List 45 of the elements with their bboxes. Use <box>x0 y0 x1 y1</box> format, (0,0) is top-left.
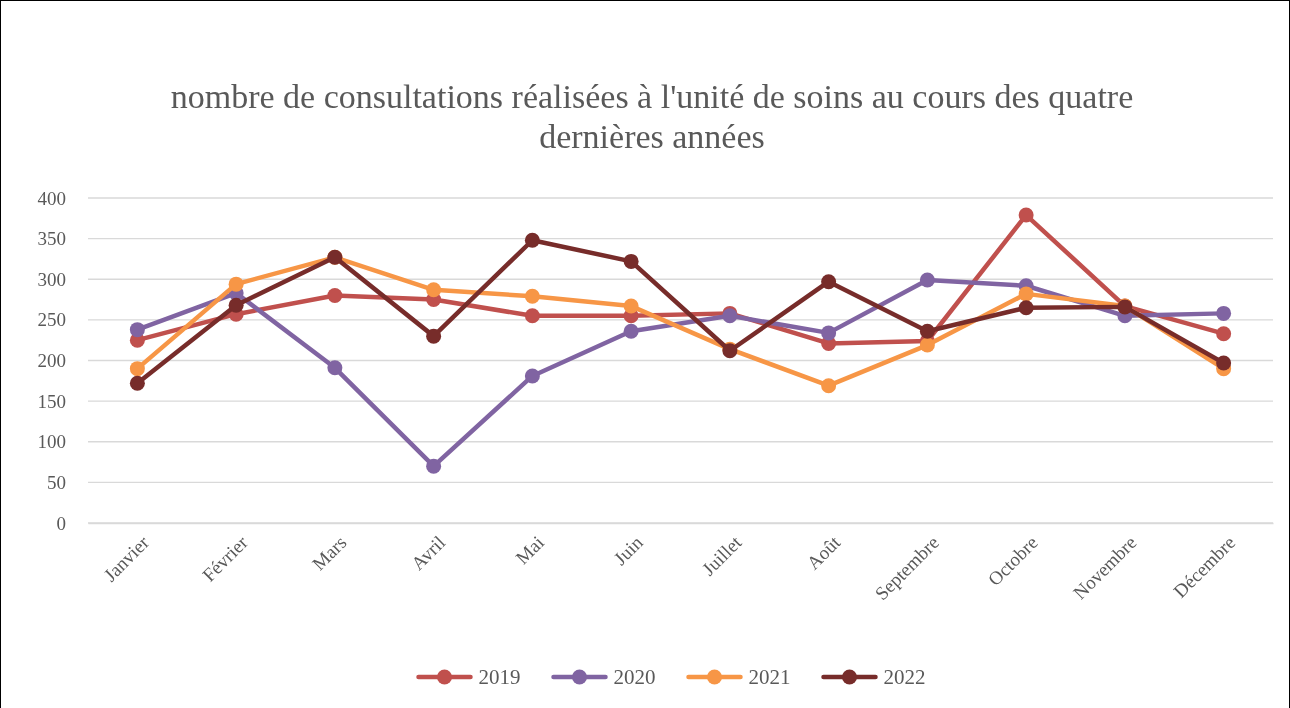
point <box>426 328 442 344</box>
point <box>524 232 540 248</box>
point <box>623 298 639 314</box>
point <box>623 323 639 339</box>
point <box>1216 326 1232 342</box>
y-tick-label: 400 <box>37 187 66 209</box>
point <box>919 337 935 353</box>
point <box>327 288 343 303</box>
point <box>1216 355 1232 371</box>
point <box>1018 207 1034 223</box>
x-tick-label: Mai <box>511 531 549 569</box>
point <box>129 361 145 377</box>
chart-title: nombre de consultations réalisées à l'unité de soins au cours des quatre dernières années <box>170 78 1134 155</box>
point <box>919 323 935 339</box>
point <box>1018 300 1034 316</box>
legend-label: 2022 <box>883 665 926 690</box>
point <box>524 368 540 384</box>
legend-label: 2021 <box>748 665 791 690</box>
legend-label: 2019 <box>478 665 521 690</box>
point <box>524 308 540 324</box>
legend-label: 2020 <box>613 665 656 690</box>
point <box>228 276 244 292</box>
y-tick-label: 100 <box>37 431 66 453</box>
point <box>426 458 442 474</box>
y-tick-label: 350 <box>37 228 66 250</box>
point <box>129 322 145 338</box>
point <box>1216 305 1232 321</box>
y-tick-label: 150 <box>37 390 66 412</box>
y-tick-label: 300 <box>37 268 66 290</box>
point <box>129 375 145 391</box>
x-tick-label: Juin <box>609 531 648 570</box>
point <box>426 282 442 298</box>
point <box>524 288 540 304</box>
y-tick-label: 50 <box>47 471 66 493</box>
point <box>228 297 244 313</box>
y-tick-label: 200 <box>37 350 66 372</box>
point <box>821 378 837 394</box>
point <box>919 272 935 288</box>
y-tick-label: 250 <box>37 309 66 331</box>
point <box>1018 286 1034 302</box>
point <box>327 360 343 376</box>
y-tick-label: 0 <box>56 512 66 534</box>
point <box>821 325 837 341</box>
point <box>821 274 837 290</box>
point <box>623 253 639 269</box>
